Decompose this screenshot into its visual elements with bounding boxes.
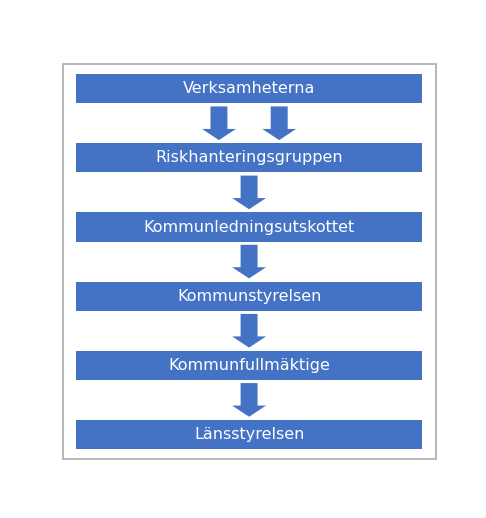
Polygon shape bbox=[232, 245, 266, 278]
Bar bbox=[76, 74, 422, 103]
Bar bbox=[76, 420, 422, 449]
Bar bbox=[76, 282, 422, 311]
Text: Riskhanteringsgruppen: Riskhanteringsgruppen bbox=[155, 150, 343, 165]
Bar bbox=[76, 351, 422, 380]
Text: Länsstyrelsen: Länsstyrelsen bbox=[194, 427, 304, 442]
Text: Kommunledningsutskottet: Kommunledningsutskottet bbox=[143, 220, 355, 235]
Polygon shape bbox=[262, 106, 296, 140]
Polygon shape bbox=[232, 383, 266, 417]
Text: Kommunfullmäktige: Kommunfullmäktige bbox=[168, 358, 330, 373]
Text: Kommunstyrelsen: Kommunstyrelsen bbox=[177, 289, 321, 304]
Polygon shape bbox=[232, 314, 266, 348]
Bar bbox=[76, 212, 422, 241]
Text: Verksamheterna: Verksamheterna bbox=[183, 81, 315, 96]
Polygon shape bbox=[232, 176, 266, 209]
Polygon shape bbox=[202, 106, 236, 140]
Bar bbox=[76, 143, 422, 172]
